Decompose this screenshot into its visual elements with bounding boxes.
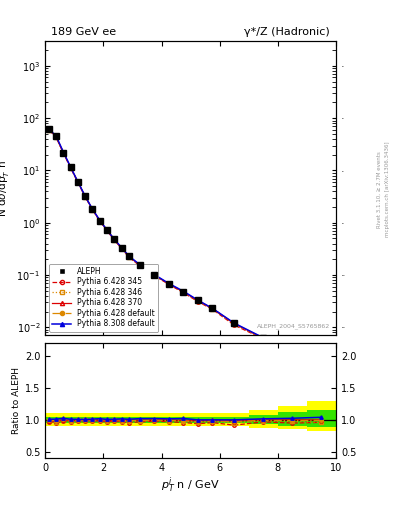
Text: γ*/Z (Hadronic): γ*/Z (Hadronic) — [244, 27, 330, 36]
X-axis label: $p_T^i$ n / GeV: $p_T^i$ n / GeV — [162, 476, 220, 496]
Legend: ALEPH, Pythia 6.428 345, Pythia 6.428 346, Pythia 6.428 370, Pythia 6.428 defaul: ALEPH, Pythia 6.428 345, Pythia 6.428 34… — [49, 264, 158, 332]
Text: mcplots.cern.ch [arXiv:1306.3436]: mcplots.cern.ch [arXiv:1306.3436] — [385, 142, 389, 237]
Y-axis label: Ratio to ALEPH: Ratio to ALEPH — [12, 367, 21, 434]
Text: Rivet 3.1.10, ≥ 2.7M events: Rivet 3.1.10, ≥ 2.7M events — [377, 151, 382, 228]
Y-axis label: N d$\sigma$/dp$_T^i$ n: N d$\sigma$/dp$_T^i$ n — [0, 160, 12, 217]
Text: 189 GeV ee: 189 GeV ee — [51, 27, 116, 36]
Text: ALEPH_2004_S5765862: ALEPH_2004_S5765862 — [257, 324, 330, 330]
